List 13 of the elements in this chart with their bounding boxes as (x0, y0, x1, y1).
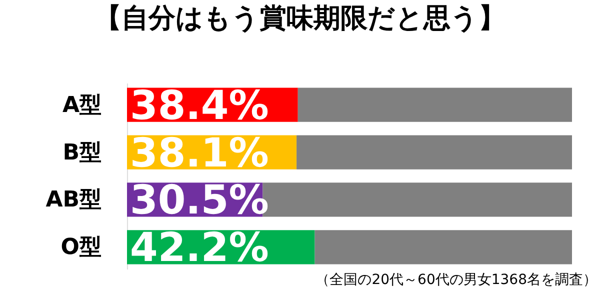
bar (296, 135, 572, 170)
text: （全国の20代～60代の男女1368名を調査） (316, 272, 597, 288)
bar (298, 88, 572, 122)
y-tick-label: O型 (60, 235, 102, 260)
data-label: 38.4% (130, 82, 269, 129)
bar (314, 230, 572, 264)
data-label: 38.1% (130, 130, 269, 176)
y-tick-label: A型 (62, 92, 102, 118)
y-tick-label: B型 (62, 140, 102, 166)
y-tick-label: AB型 (46, 188, 102, 213)
data-label: 42.2% (130, 225, 269, 272)
chart-title: 【自分はもう賞味期限だと思う】 (94, 3, 506, 34)
data-label: 30.5% (130, 178, 269, 224)
